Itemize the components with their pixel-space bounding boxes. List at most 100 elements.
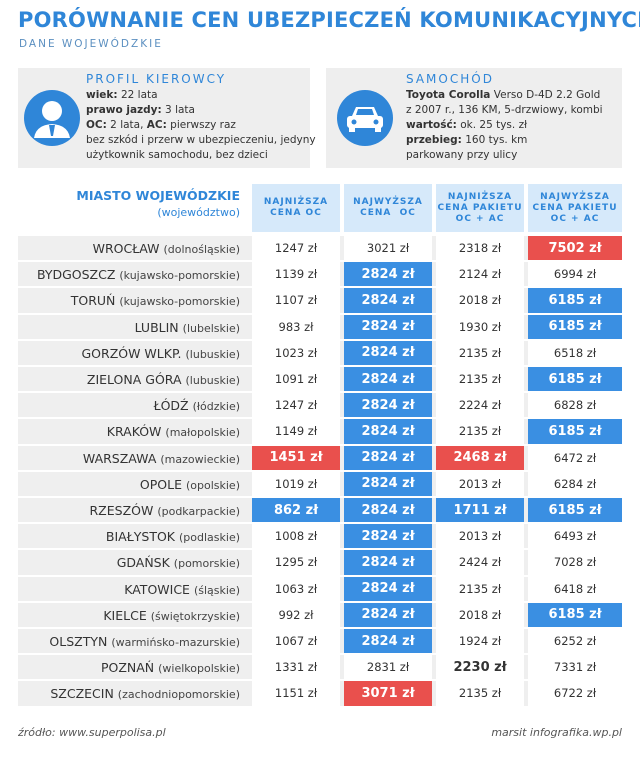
info-text: użytkownik samochodu, bez dzieci (86, 149, 268, 161)
info-label: wartość: (406, 119, 457, 131)
car-icon (337, 90, 393, 146)
source: źródło: www.superpolisa.pl (18, 726, 166, 739)
city: BIAŁYSTOK (105, 529, 176, 545)
price-cell: 2824 zł (344, 550, 432, 575)
region: (kujawsko-pomorskie) (119, 269, 240, 283)
price-cell: 2018 zł (436, 602, 524, 627)
column-header-line: OC + AC (550, 213, 600, 224)
profile-title: PROFIL KIEROWCY (86, 72, 227, 86)
price-cell: 2824 zł (344, 262, 432, 287)
city: BYDGOSZCZ (36, 267, 116, 283)
price-cell: 2824 zł (344, 524, 432, 549)
info-text: pierwszy raz (166, 119, 236, 131)
price-cell: 1067 zł (252, 629, 340, 654)
info-text: 22 lata (117, 89, 158, 101)
price-cell: 2135 zł (436, 367, 524, 392)
region: (warmińsko-mazurskie) (111, 636, 240, 649)
city: WARSZAWA (82, 450, 157, 466)
region: (lubuskie) (185, 347, 241, 361)
region: (dolnośląskie) (163, 243, 240, 256)
price-cell: 2824 zł (344, 445, 432, 470)
price-cell: 6472 zł (528, 445, 622, 470)
price-cell: 1149 zł (252, 419, 340, 444)
price-cell: 6493 zł (528, 524, 622, 549)
column-header-line: CENA PAKIETU (532, 202, 618, 213)
region: (opolskie) (185, 478, 240, 492)
price-cell: 2824 zł (344, 288, 432, 313)
city: POZNAŃ (100, 660, 155, 676)
profile-lines: wiek: 22 lata prawo jazdy: 3 lata OC: 2 la… (86, 88, 316, 163)
price-cell: 6518 zł (528, 340, 622, 365)
info-text: 2 lata, (106, 119, 147, 131)
city-name: WROCŁAW (dolnośląskie) (18, 241, 240, 256)
city-name: KRAKÓW (małopolskie) (18, 424, 240, 439)
city: KATOWICE (124, 581, 190, 597)
column-header-line: CENA PAKIETU (437, 202, 523, 213)
region: (podlaskie) (179, 531, 240, 545)
price-cell: 2824 zł (344, 498, 432, 523)
price-cell: 7028 zł (528, 550, 622, 575)
price-cell: 6284 zł (528, 471, 622, 496)
price-cell: 2135 zł (436, 576, 524, 601)
info-text: bez szkód i przerw w ubezpieczeniu, jedy… (86, 134, 316, 146)
region: (wielkopolskie) (158, 662, 240, 676)
city-name: KIELCE (świętokrzyskie) (18, 608, 240, 623)
info-text: Verso D-4D 2.2 Gold (490, 89, 601, 101)
info-label: AC: (146, 119, 167, 131)
info-text: 160 tys. km (461, 134, 528, 146)
region: (lubelskie) (182, 321, 240, 335)
price-cell: 6185 zł (528, 314, 622, 339)
price-cell: 983 zł (252, 314, 340, 339)
city-name: BYDGOSZCZ (kujawsko-pomorskie) (18, 267, 240, 282)
price-cell: 1247 zł (252, 236, 340, 261)
column-header-line: OC + AC (455, 213, 505, 224)
city: SZCZECIN (50, 686, 114, 702)
price-cell: 2013 zł (436, 524, 524, 549)
city-name: KATOWICE (śląskie) (18, 582, 240, 597)
price-cell: 2135 zł (436, 419, 524, 444)
city-header-title: MIASTO WOJEWÓDZKIE (76, 188, 240, 203)
price-cell: 6185 zł (528, 498, 622, 523)
region: (kujawsko-pomorskie) (119, 295, 240, 309)
price-cell: 1151 zł (252, 681, 340, 706)
price-cell: 2013 zł (436, 471, 524, 496)
price-cell: 6185 zł (528, 288, 622, 313)
city-name: OLSZTYN (warmińsko-mazurskie) (18, 634, 240, 649)
price-cell: 2018 zł (436, 288, 524, 313)
price-cell: 1331 zł (252, 655, 340, 680)
price-cell: 1247 zł (252, 393, 340, 418)
price-cell: 1295 zł (252, 550, 340, 575)
price-cell: 2824 zł (344, 602, 432, 627)
price-cell: 2824 zł (344, 471, 432, 496)
price-cell: 1930 zł (436, 314, 524, 339)
city: ZIELONA GÓRA (86, 372, 182, 387)
city-name: SZCZECIN (zachodniopomorskie) (18, 686, 240, 701)
price-cell: 3021 zł (344, 236, 432, 261)
column-header: NAJNIŻSZA CENA OC (252, 184, 340, 232)
info-line: parkowany przy ulicy (406, 148, 603, 163)
price-cell: 6828 zł (528, 393, 622, 418)
info-text: parkowany przy ulicy (406, 149, 518, 161)
column-header-line: NAJWYŻSZA (540, 191, 610, 202)
info-line: użytkownik samochodu, bez dzieci (86, 148, 316, 163)
city-name: LUBLIN (lubelskie) (18, 320, 240, 335)
city-name: ŁÓDŹ (łódzkie) (18, 398, 240, 413)
region: (łódzkie) (192, 400, 240, 414)
price-cell: 2135 zł (436, 681, 524, 706)
price-cell: 2424 zł (436, 550, 524, 575)
column-header-line: NAJNIŻSZA (447, 191, 513, 202)
price-cell: 2824 zł (344, 576, 432, 601)
region: (śląskie) (193, 583, 240, 597)
car-title: SAMOCHÓD (406, 72, 494, 86)
info-line: przebieg: 160 tys. km (406, 133, 603, 148)
region: (małopolskie) (165, 426, 240, 440)
credit: marsit infografika.wp.pl (491, 726, 622, 739)
info-label: prawo jazdy: (86, 104, 162, 116)
car-lines: Toyota Corolla Verso D-4D 2.2 Gold z 2007… (406, 88, 603, 163)
info-label: OC: (86, 119, 107, 131)
price-cell: 7331 zł (528, 655, 622, 680)
city-header-subtitle: (województwo) (157, 206, 240, 219)
region: (pomorskie) (173, 557, 240, 571)
info-label: Toyota Corolla (406, 89, 491, 101)
